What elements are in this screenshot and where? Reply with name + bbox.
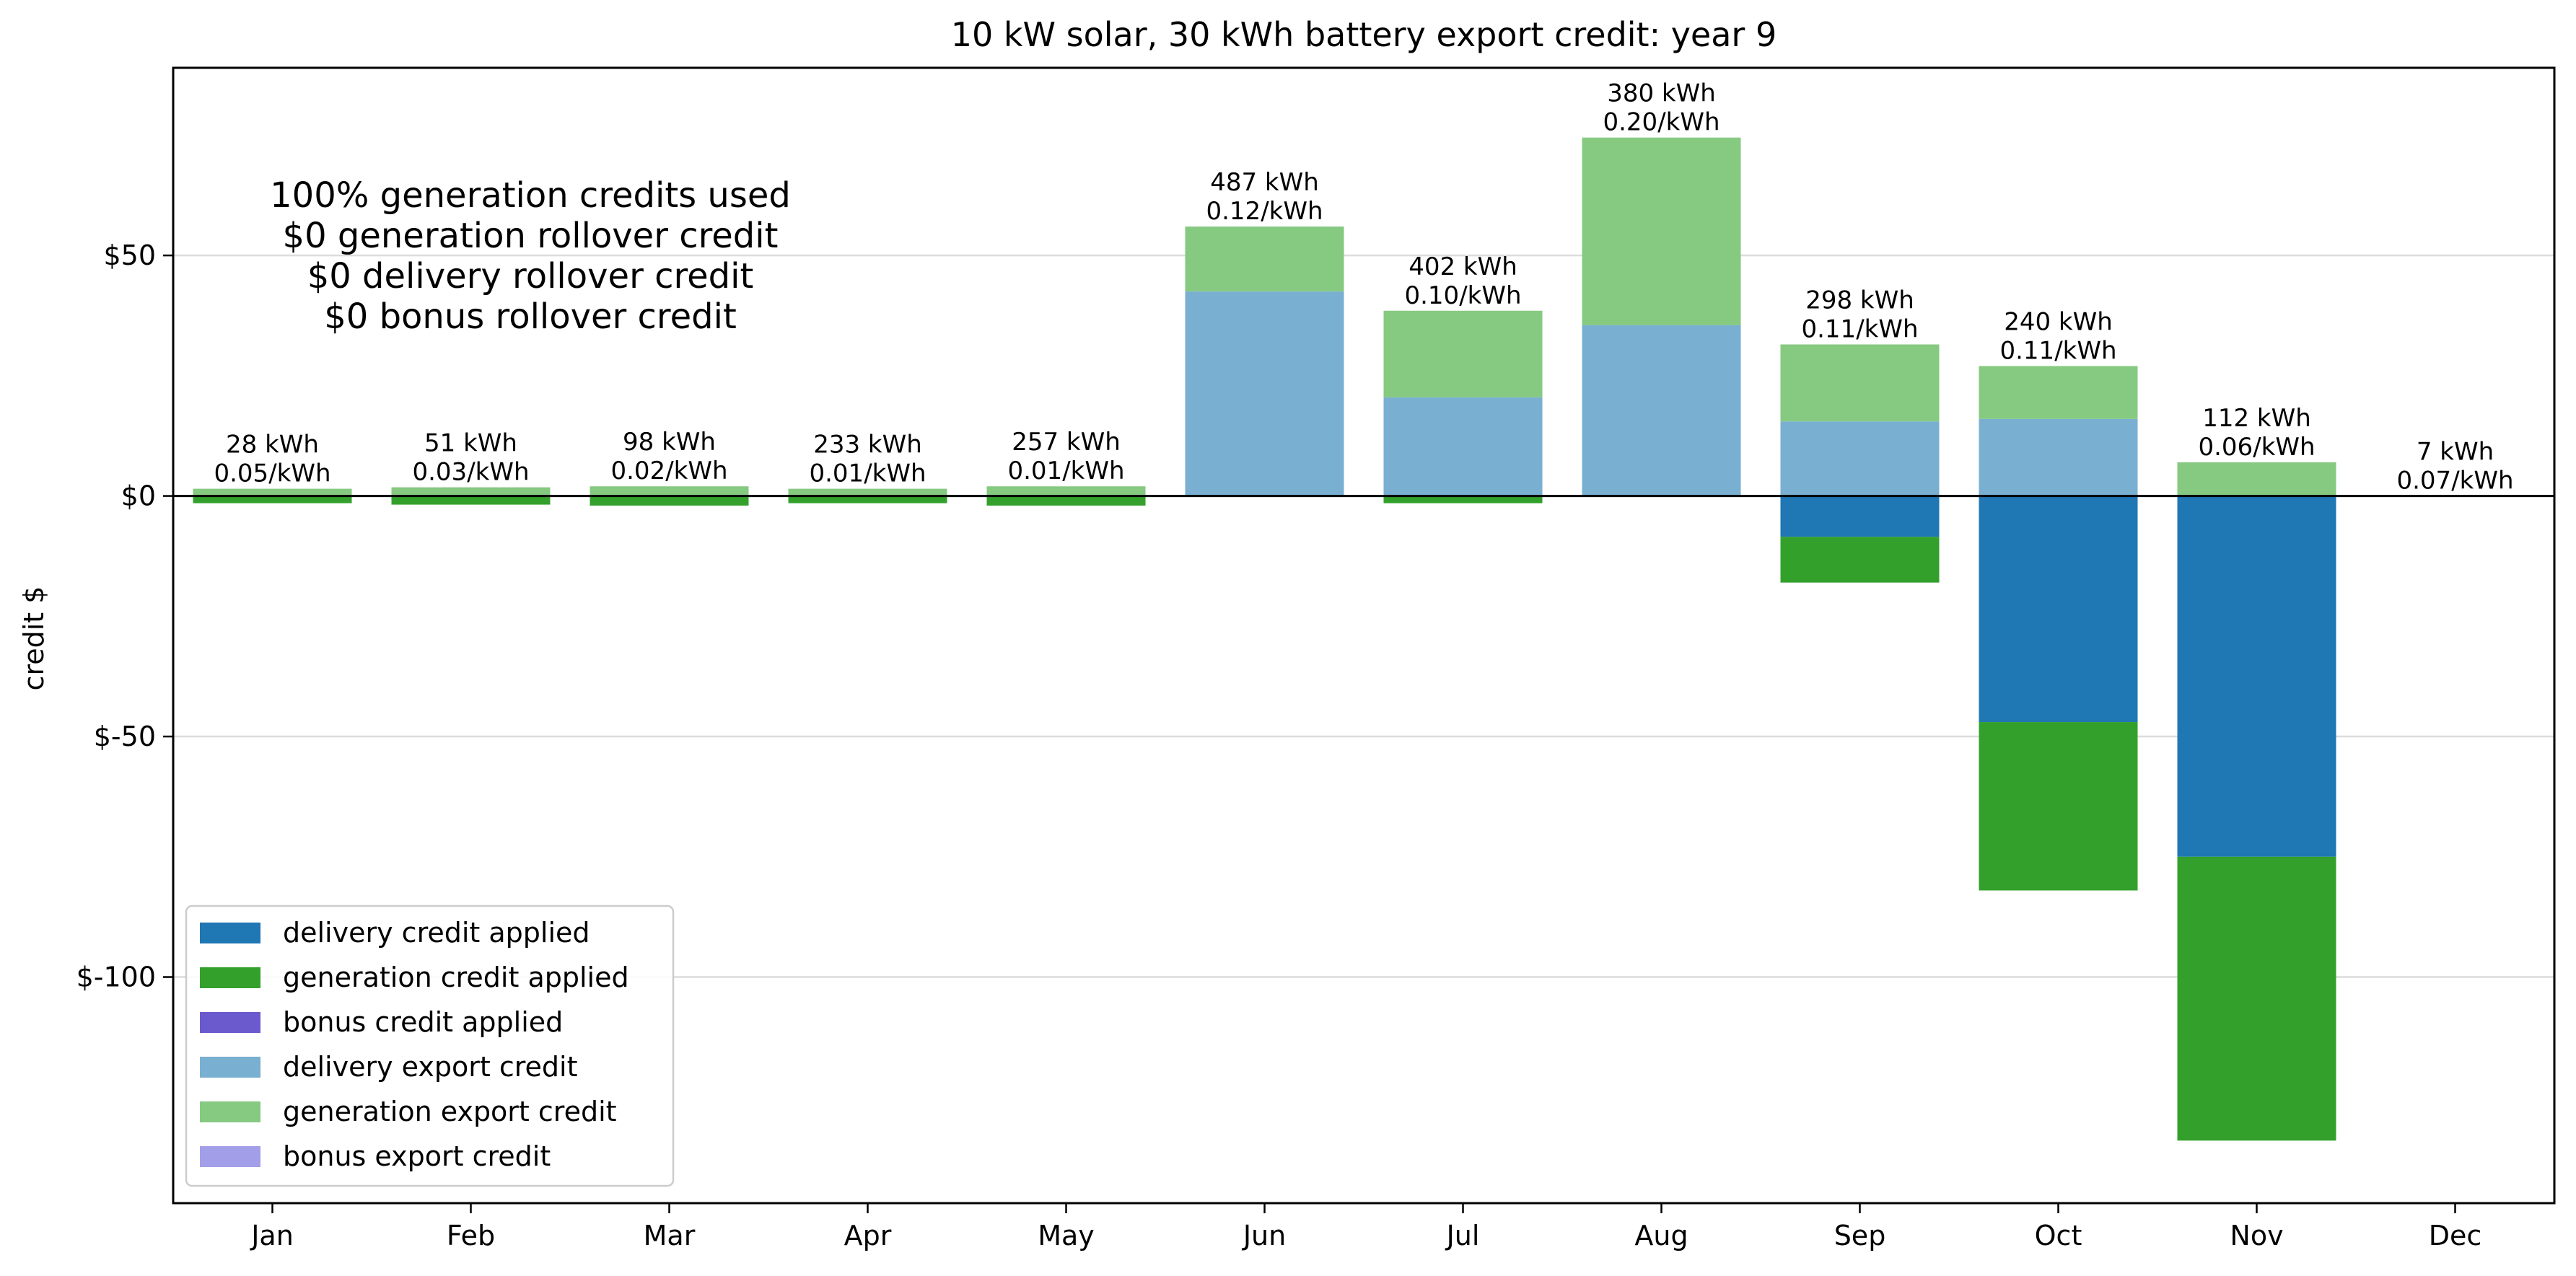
bars <box>193 137 2336 1141</box>
bar-label: 0.11/kWh <box>1801 314 1918 343</box>
bar-segment <box>1185 291 1344 496</box>
bar-label: 0.06/kWh <box>2198 433 2315 462</box>
bar-segment <box>986 496 1146 506</box>
x-tick-label: Oct <box>2035 1220 2082 1251</box>
legend-box <box>185 905 675 1187</box>
legend-label: generation export credit <box>283 1096 617 1127</box>
summary-line: $0 generation rollover credit <box>283 216 779 256</box>
y-tick-label: $-50 <box>94 721 156 752</box>
bar-label: 0.01/kWh <box>809 459 926 488</box>
legend-swatch <box>200 1012 260 1033</box>
bar-segment <box>1780 496 1940 537</box>
bar-segment <box>1383 310 1543 397</box>
legend-swatch <box>200 923 260 943</box>
legend-label: delivery credit applied <box>283 917 590 949</box>
axes: $50 $0 $-50 $-100 Jan Feb Mar Apr May Jun Jul Aug Se… <box>76 239 2482 1251</box>
bar-segment <box>2177 856 2336 1141</box>
legend-swatch <box>200 1146 260 1167</box>
bar-label: 0.12/kWh <box>1206 197 1323 226</box>
x-tick-label: Mar <box>644 1220 696 1251</box>
bar-label: 380 kWh <box>1607 79 1716 108</box>
bar-segment <box>788 496 947 503</box>
summary-line: $0 delivery rollover credit <box>307 256 754 296</box>
bar-segment <box>1383 397 1543 496</box>
bar-label: 0.02/kWh <box>610 457 727 485</box>
bar-label: 298 kWh <box>1805 286 1914 314</box>
bar-label: 0.07/kWh <box>2396 467 2513 496</box>
x-tick-label: May <box>1038 1220 1095 1251</box>
x-tick-label: Jun <box>1242 1220 1286 1251</box>
bar-segment <box>1185 226 1344 292</box>
x-tick-label: Jul <box>1445 1220 1480 1251</box>
x-tick-label: Aug <box>1634 1220 1688 1251</box>
bar-segment <box>986 486 1146 496</box>
bar-segment <box>193 496 352 503</box>
legend-swatch <box>200 967 260 988</box>
y-tick-label: $0 <box>121 480 156 512</box>
bar-label: 0.03/kWh <box>412 458 529 487</box>
bar-label: 51 kWh <box>424 429 517 458</box>
bar-label: 257 kWh <box>1012 428 1121 457</box>
bar-segment <box>1780 421 1940 496</box>
legend-label: bonus credit applied <box>283 1006 563 1038</box>
bar-segment <box>590 496 749 506</box>
bar-label: 0.01/kWh <box>1007 457 1124 485</box>
x-tick-label: Nov <box>2230 1220 2283 1251</box>
bar-label: 98 kWh <box>623 428 716 457</box>
bar-label: 0.10/kWh <box>1404 281 1521 310</box>
summary-line: $0 bonus rollover credit <box>324 296 737 337</box>
x-tick-label: Jan <box>250 1220 294 1251</box>
bar-label: 487 kWh <box>1210 168 1319 197</box>
summary-line: 100% generation credits used <box>270 175 791 216</box>
summary-annotation: 100% generation credits used$0 generatio… <box>270 175 791 337</box>
x-tick-label: Sep <box>1834 1220 1886 1251</box>
bar-segment <box>1582 137 1741 325</box>
y-tick-label: $50 <box>103 239 156 271</box>
bar-label: 0.11/kWh <box>1999 337 2116 366</box>
bar-segment <box>391 487 551 496</box>
bar-segment <box>1780 537 1940 583</box>
bar-segment <box>1979 496 2138 723</box>
bar-segment <box>788 488 947 496</box>
bar-segment <box>590 486 749 496</box>
plot-frame <box>172 66 2556 1205</box>
y-tick-label: $-100 <box>76 962 156 993</box>
bar-segment <box>1979 722 2138 891</box>
bar-segment <box>1582 325 1741 496</box>
bar-label: 402 kWh <box>1409 252 1517 281</box>
bar-label: 0.05/kWh <box>214 459 330 488</box>
bar-label: 233 kWh <box>813 431 922 459</box>
bar-label: 240 kWh <box>2004 308 2113 337</box>
bar-segment <box>193 488 352 496</box>
bar-segment <box>2177 462 2336 496</box>
bar-segment <box>1383 496 1543 503</box>
legend: delivery credit applied generation credit… <box>185 905 675 1187</box>
legend-swatch <box>200 1057 260 1078</box>
x-tick-label: Dec <box>2429 1220 2482 1251</box>
bar-label: 7 kWh <box>2417 438 2494 467</box>
y-axis-label: credit $ <box>18 586 50 691</box>
bar-label: 112 kWh <box>2202 404 2311 433</box>
legend-label: generation credit applied <box>283 962 629 993</box>
x-tick-label: Feb <box>447 1220 495 1251</box>
bar-label: 28 kWh <box>226 431 319 459</box>
legend-swatch <box>200 1101 260 1122</box>
bar-segment <box>1780 344 1940 422</box>
chart-title: 10 kW solar, 30 kWh battery export credi… <box>951 15 1777 54</box>
bar-segment <box>2177 496 2336 857</box>
x-tick-label: Apr <box>844 1220 892 1251</box>
legend-label: bonus export credit <box>283 1140 551 1172</box>
bar-segment <box>391 496 551 505</box>
legend-label: delivery export credit <box>283 1051 577 1083</box>
bar-segment <box>1979 418 2138 496</box>
bar-segment <box>1979 366 2138 419</box>
bar-label: 0.20/kWh <box>1603 108 1719 137</box>
